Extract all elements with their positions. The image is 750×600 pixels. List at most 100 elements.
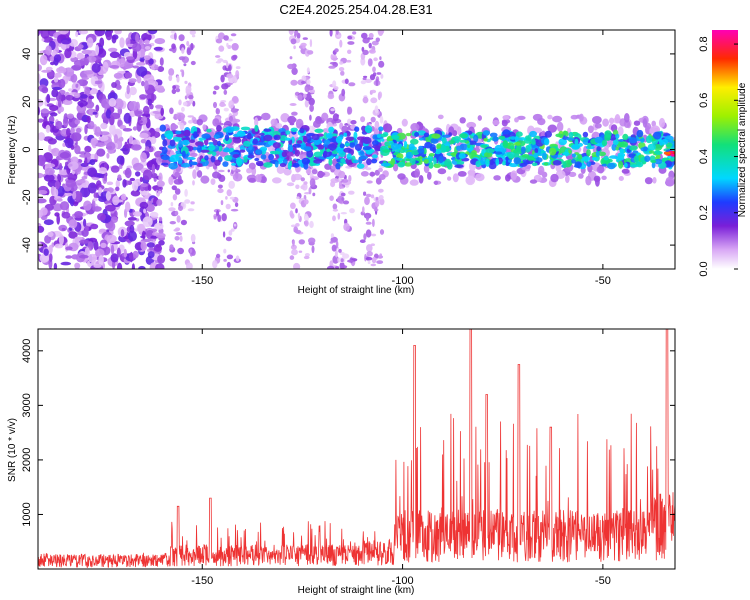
heatmap-cell: [235, 157, 242, 166]
heatmap-cell: [628, 137, 638, 144]
heatmap-cell: [592, 116, 602, 124]
heatmap-cell: [437, 168, 447, 175]
heatmap-cell: [259, 132, 265, 136]
heatmap-cell: [552, 115, 563, 123]
heatmap-cell: [159, 57, 164, 66]
y-tick-label: 2000: [21, 448, 33, 472]
heatmap-cell: [442, 134, 451, 138]
heatmap-cell: [144, 80, 149, 91]
heatmap-cell: [571, 159, 576, 164]
heatmap-cell: [531, 162, 538, 167]
heatmap-cell: [136, 76, 142, 84]
heatmap-cell: [213, 101, 217, 109]
heatmap-cell: [153, 46, 163, 51]
spectrogram-heatmap: [38, 30, 675, 269]
heatmap-cell: [367, 260, 371, 265]
heatmap-cell: [68, 88, 73, 92]
heatmap-cell: [230, 208, 239, 212]
heatmap-cell: [48, 244, 53, 254]
heatmap-cell: [562, 152, 570, 156]
heatmap-cell: [309, 104, 314, 112]
heatmap-cell: [378, 167, 383, 173]
heatmap-cell: [342, 200, 350, 205]
heatmap-cell: [485, 158, 490, 167]
heatmap-cell: [509, 145, 515, 150]
heatmap-cell: [119, 125, 127, 130]
heatmap-cell: [132, 43, 142, 52]
heatmap-cell: [362, 206, 365, 214]
heatmap-cell: [222, 149, 231, 153]
heatmap-cell: [206, 128, 212, 133]
heatmap-cell: [340, 192, 346, 197]
heatmap-cell: [175, 134, 185, 138]
heatmap-cell: [624, 113, 630, 123]
heatmap-cell: [644, 177, 653, 185]
heatmap-cell: [552, 160, 562, 166]
heatmap-cell: [633, 120, 641, 126]
heatmap-cell: [346, 153, 352, 160]
heatmap-cell: [161, 155, 171, 161]
heatmap-cell: [583, 156, 589, 161]
heatmap-cell: [371, 256, 377, 264]
heatmap-cell: [41, 86, 49, 94]
heatmap-cell: [66, 128, 71, 137]
heatmap-cell: [38, 172, 44, 179]
heatmap-cell: [518, 137, 527, 141]
heatmap-cell: [397, 173, 406, 180]
colorbar-tick-label: 0.6: [698, 93, 710, 108]
heatmap-cell: [103, 175, 107, 181]
heatmap-cell: [665, 176, 675, 187]
heatmap-cell: [132, 250, 139, 259]
heatmap-cell: [56, 214, 60, 225]
heatmap-cell: [105, 204, 116, 212]
heatmap-cell: [303, 146, 312, 152]
heatmap-cell: [169, 139, 176, 147]
heatmap-cell: [334, 48, 339, 53]
heatmap-cell: [377, 30, 385, 35]
heatmap-cell: [571, 144, 580, 149]
heatmap-cell: [295, 118, 304, 129]
heatmap-cell: [335, 136, 343, 144]
heatmap-cell: [68, 161, 79, 170]
heatmap-cell: [170, 202, 174, 207]
heatmap-cell: [292, 143, 302, 148]
heatmap-cell: [671, 153, 675, 157]
heatmap-cell: [202, 124, 207, 130]
heatmap-cell: [263, 162, 273, 168]
heatmap-cell: [168, 74, 173, 82]
heatmap-cell: [178, 56, 186, 61]
heatmap-cell: [185, 85, 192, 94]
heatmap-cell: [529, 130, 537, 138]
heatmap-cell: [83, 70, 94, 75]
heatmap-cell: [97, 213, 106, 221]
heatmap-cell: [433, 180, 439, 185]
heatmap-cell: [371, 233, 377, 237]
heatmap-cell: [636, 129, 644, 138]
heatmap-cell: [570, 114, 579, 120]
heatmap-cell: [78, 254, 89, 259]
heatmap-cell: [628, 145, 638, 151]
heatmap-cell: [192, 169, 197, 180]
heatmap-cell: [221, 213, 227, 222]
heatmap-cell: [475, 143, 481, 153]
heatmap-cell: [602, 118, 609, 127]
heatmap-cell: [459, 117, 466, 124]
heatmap-cell: [405, 151, 414, 159]
heatmap-cell: [169, 107, 174, 115]
heatmap-cell: [90, 223, 99, 230]
heatmap-cell: [362, 49, 369, 56]
heatmap-cell: [169, 257, 177, 262]
heatmap-cell: [66, 113, 74, 119]
heatmap-cell: [46, 93, 51, 104]
heatmap-cell: [247, 132, 252, 140]
heatmap-cell: [84, 247, 90, 258]
heatmap-cell: [147, 30, 158, 35]
heatmap-cell: [533, 157, 543, 163]
heatmap-cell: [513, 157, 522, 165]
heatmap-cell: [60, 38, 72, 45]
heatmap-cell: [41, 38, 45, 42]
heatmap-cell: [190, 42, 194, 51]
heatmap-cell: [105, 191, 111, 201]
heatmap-cell: [574, 138, 579, 146]
heatmap-cell: [369, 171, 376, 177]
